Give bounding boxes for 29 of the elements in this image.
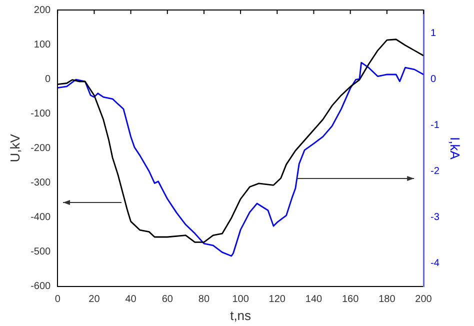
y-tick-label: -100 [30,108,52,120]
x-tick-label: 180 [378,294,396,306]
y-tick-label: -200 [30,142,52,154]
y2-tick-label: -1 [430,120,440,131]
x-tick-label: 60 [162,294,174,306]
y-tick-label: 200 [34,4,52,16]
y2-axis-title: I,kA [448,136,463,160]
y2-tick-label: -4 [430,258,440,270]
x-tick-label: 100 [232,294,250,306]
y-tick-label: -300 [30,178,52,188]
y-tick-label: -600 [30,281,52,292]
y2-tick-label: -3 [430,212,440,224]
y2-tick-label: 0 [430,74,437,85]
y2-tick-label: -2 [430,166,440,177]
x-tick-label: 160 [342,294,360,306]
y2-tick-label: 1 [430,28,437,39]
x-tick-label: 200 [415,294,432,306]
y-tick-label: 100 [34,39,52,50]
x-tick-label: 40 [125,294,137,306]
x-axis-title: t,ns [230,308,252,323]
y-tick-label: 0 [45,74,52,85]
x-tick-label: 20 [88,294,100,306]
x-tick-label: 140 [305,294,323,306]
x-tick-label: 0 [54,294,61,306]
x-tick-label: 120 [268,294,286,306]
x-tick-label: 80 [198,294,210,306]
y-tick-label: -500 [30,246,52,258]
y-tick-label: -400 [30,212,52,224]
y-axis-title: U,kV [7,134,22,162]
